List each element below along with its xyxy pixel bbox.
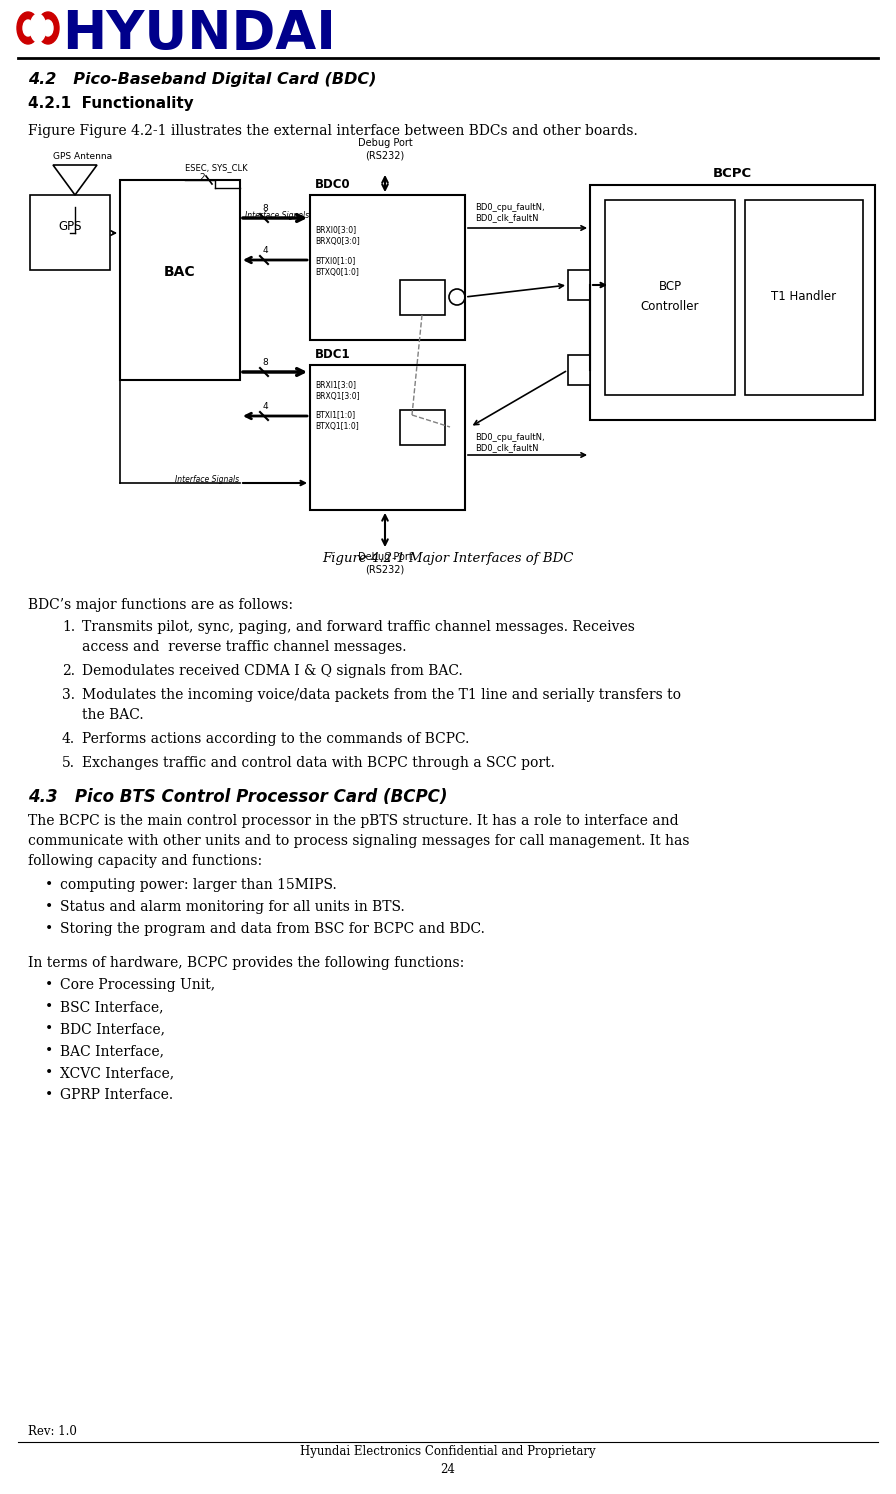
Text: BCPC: BCPC — [712, 167, 752, 179]
Ellipse shape — [43, 19, 53, 36]
Text: BRXQ1[3:0]: BRXQ1[3:0] — [315, 391, 359, 400]
Text: •: • — [45, 899, 53, 914]
Bar — [745, 200, 863, 394]
Text: the BAC.: the BAC. — [82, 708, 143, 722]
Text: Rev: 1.0: Rev: 1.0 — [28, 1425, 77, 1439]
Text: Core Processing Unit,: Core Processing Unit, — [60, 979, 215, 992]
Bar — [310, 196, 465, 341]
Text: BTXQ1[1:0]: BTXQ1[1:0] — [315, 421, 358, 430]
Text: •: • — [45, 999, 53, 1014]
Text: •: • — [45, 1067, 53, 1080]
Text: 1.: 1. — [62, 620, 75, 633]
Text: BAC Interface,: BAC Interface, — [60, 1044, 164, 1058]
Text: Demodulates received CDMA I & Q signals from BAC.: Demodulates received CDMA I & Q signals … — [82, 663, 462, 678]
Text: Debug Port: Debug Port — [358, 137, 412, 148]
Text: 2: 2 — [199, 173, 205, 182]
Text: Figure 4.2-1 Major Interfaces of BDC: Figure 4.2-1 Major Interfaces of BDC — [323, 551, 573, 565]
Text: computing power: larger than 15MIPS.: computing power: larger than 15MIPS. — [60, 878, 337, 892]
Text: Transmits pilot, sync, paging, and forward traffic channel messages. Receives: Transmits pilot, sync, paging, and forwa… — [82, 620, 635, 633]
Text: following capacity and functions:: following capacity and functions: — [28, 855, 263, 868]
Text: 5.: 5. — [62, 756, 75, 769]
Bar — [568, 270, 590, 300]
Bar — [120, 179, 240, 379]
Bar — [605, 200, 735, 394]
Text: BDC1: BDC1 — [315, 348, 350, 362]
Text: Performs actions according to the commands of BCPC.: Performs actions according to the comman… — [82, 732, 470, 746]
Text: HYUNDAI: HYUNDAI — [62, 7, 336, 60]
Bar — [310, 365, 465, 509]
Text: •: • — [45, 979, 53, 992]
Text: BRXI0[3:0]: BRXI0[3:0] — [315, 226, 356, 235]
Text: BDC0: BDC0 — [315, 178, 350, 191]
Text: XCVC Interface,: XCVC Interface, — [60, 1067, 174, 1080]
Text: ESEC, SYS_CLK: ESEC, SYS_CLK — [185, 163, 247, 172]
Text: •: • — [45, 1044, 53, 1058]
Text: BCP: BCP — [659, 281, 682, 293]
Text: BD0_clk_faultN: BD0_clk_faultN — [475, 214, 538, 223]
Text: 3.: 3. — [62, 689, 75, 702]
Text: GPS: GPS — [58, 220, 82, 233]
Text: (RS232): (RS232) — [366, 149, 405, 160]
Ellipse shape — [30, 13, 46, 42]
Bar — [568, 356, 590, 385]
Text: 4.2   Pico-Baseband Digital Card (BDC): 4.2 Pico-Baseband Digital Card (BDC) — [28, 72, 376, 87]
Text: GPS Antenna: GPS Antenna — [53, 152, 112, 161]
Text: BDC’s major functions are as follows:: BDC’s major functions are as follows: — [28, 598, 293, 613]
Text: BTXI1[1:0]: BTXI1[1:0] — [315, 409, 355, 418]
Text: 4.2.1  Functionality: 4.2.1 Functionality — [28, 96, 194, 111]
Text: Debug Port: Debug Port — [358, 551, 412, 562]
Text: Exchanges traffic and control data with BCPC through a SCC port.: Exchanges traffic and control data with … — [82, 756, 555, 769]
Text: (RS232): (RS232) — [366, 565, 405, 574]
Text: BDC Interface,: BDC Interface, — [60, 1022, 165, 1035]
Text: 4: 4 — [263, 247, 268, 255]
Text: Controller: Controller — [641, 300, 699, 314]
Text: BAC: BAC — [164, 264, 196, 279]
Text: 4.3   Pico BTS Control Processor Card (BCPC): 4.3 Pico BTS Control Processor Card (BCP… — [28, 787, 447, 805]
Text: communicate with other units and to process signaling messages for call manageme: communicate with other units and to proc… — [28, 834, 690, 849]
Text: T1 Handler: T1 Handler — [771, 290, 837, 303]
Ellipse shape — [23, 19, 33, 36]
Text: 2.: 2. — [62, 663, 75, 678]
Text: •: • — [45, 1088, 53, 1103]
Text: BRXI1[3:0]: BRXI1[3:0] — [315, 379, 356, 388]
Text: 24: 24 — [441, 1463, 455, 1476]
Text: 8: 8 — [263, 359, 268, 368]
Text: BD0_clk_faultN: BD0_clk_faultN — [475, 444, 538, 453]
Text: Interface Signals: Interface Signals — [245, 211, 309, 220]
Text: Storing the program and data from BSC for BCPC and BDC.: Storing the program and data from BSC fo… — [60, 922, 485, 937]
Bar — [400, 279, 445, 315]
Ellipse shape — [37, 12, 59, 43]
Text: 8: 8 — [263, 205, 268, 214]
Text: 4: 4 — [263, 402, 268, 411]
Text: BRXQ0[3:0]: BRXQ0[3:0] — [315, 238, 360, 247]
Text: •: • — [45, 922, 53, 937]
Text: BD0_cpu_faultN,: BD0_cpu_faultN, — [475, 433, 545, 442]
Text: Hyundai Electronics Confidential and Proprietary: Hyundai Electronics Confidential and Pro… — [300, 1445, 596, 1458]
Text: Modulates the incoming voice/data packets from the T1 line and serially transfer: Modulates the incoming voice/data packet… — [82, 689, 681, 702]
Text: Interface Signals: Interface Signals — [175, 475, 239, 484]
Bar — [30, 196, 110, 270]
Text: GPRP Interface.: GPRP Interface. — [60, 1088, 173, 1103]
Ellipse shape — [17, 12, 39, 43]
Text: BTXI0[1:0]: BTXI0[1:0] — [315, 255, 355, 264]
Text: In terms of hardware, BCPC provides the following functions:: In terms of hardware, BCPC provides the … — [28, 956, 464, 970]
Text: BD0_cpu_faultN,: BD0_cpu_faultN, — [475, 203, 545, 212]
Text: Status and alarm monitoring for all units in BTS.: Status and alarm monitoring for all unit… — [60, 899, 405, 914]
Text: access and  reverse traffic channel messages.: access and reverse traffic channel messa… — [82, 639, 407, 654]
Text: BTXQ0[1:0]: BTXQ0[1:0] — [315, 267, 359, 276]
Text: Figure Figure 4.2-1 illustrates the external interface between BDCs and other bo: Figure Figure 4.2-1 illustrates the exte… — [28, 124, 638, 137]
Text: •: • — [45, 878, 53, 892]
Text: 4.: 4. — [62, 732, 75, 746]
Bar — [590, 185, 875, 420]
Bar — [400, 409, 445, 445]
Text: •: • — [45, 1022, 53, 1035]
Text: BSC Interface,: BSC Interface, — [60, 999, 163, 1014]
Text: The BCPC is the main control processor in the pBTS structure. It has a role to i: The BCPC is the main control processor i… — [28, 814, 678, 828]
